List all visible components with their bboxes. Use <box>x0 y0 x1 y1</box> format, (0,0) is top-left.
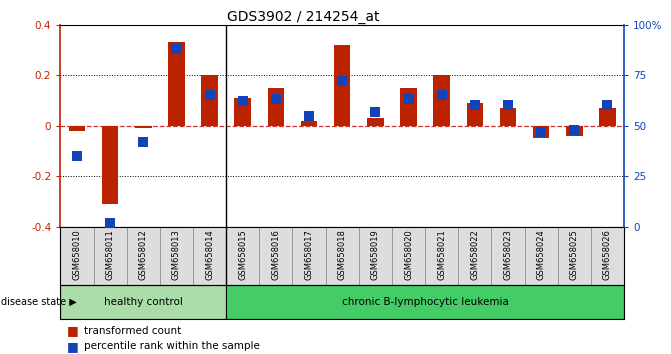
Point <box>503 103 513 108</box>
Text: disease state ▶: disease state ▶ <box>1 297 77 307</box>
Text: GSM658026: GSM658026 <box>603 229 612 280</box>
Bar <box>93 227 127 285</box>
Text: ■: ■ <box>67 340 79 353</box>
Bar <box>68 126 85 131</box>
Point <box>436 93 447 98</box>
Text: GSM658025: GSM658025 <box>570 229 579 280</box>
Text: GSM658016: GSM658016 <box>271 229 280 280</box>
Bar <box>334 45 350 126</box>
Text: GSM658017: GSM658017 <box>305 229 313 280</box>
Text: healthy control: healthy control <box>104 297 183 307</box>
Point <box>238 99 248 104</box>
Bar <box>102 126 118 204</box>
Bar <box>558 227 591 285</box>
Bar <box>201 75 218 126</box>
Bar <box>466 103 483 126</box>
Bar <box>301 121 317 126</box>
Text: GSM658023: GSM658023 <box>503 229 513 280</box>
Text: ■: ■ <box>67 325 79 337</box>
Bar <box>60 227 93 285</box>
Bar <box>193 227 226 285</box>
Bar <box>566 126 582 136</box>
Text: chronic B-lymphocytic leukemia: chronic B-lymphocytic leukemia <box>342 297 509 307</box>
Text: GSM658018: GSM658018 <box>338 229 347 280</box>
Text: GSM658013: GSM658013 <box>172 229 181 280</box>
Bar <box>135 126 152 128</box>
Text: percentile rank within the sample: percentile rank within the sample <box>84 341 260 351</box>
Bar <box>533 126 550 138</box>
Bar <box>259 227 293 285</box>
Text: GSM658019: GSM658019 <box>371 229 380 280</box>
Bar <box>293 227 325 285</box>
Text: GSM658012: GSM658012 <box>139 229 148 280</box>
Text: GSM658020: GSM658020 <box>404 229 413 280</box>
Bar <box>226 285 624 319</box>
Bar <box>500 108 516 126</box>
Bar <box>268 88 285 126</box>
Bar <box>491 227 525 285</box>
Bar <box>359 227 392 285</box>
Bar <box>433 75 450 126</box>
Bar <box>234 98 251 126</box>
Point <box>470 103 480 108</box>
Point <box>171 46 182 52</box>
Text: GSM658010: GSM658010 <box>72 229 81 280</box>
Bar <box>168 42 185 126</box>
Point <box>370 109 380 114</box>
Point <box>337 79 348 84</box>
Point <box>72 153 83 159</box>
Bar <box>591 227 624 285</box>
Text: GSM658014: GSM658014 <box>205 229 214 280</box>
Text: transformed count: transformed count <box>84 326 181 336</box>
Bar <box>425 227 458 285</box>
Bar <box>367 118 384 126</box>
Bar <box>392 227 425 285</box>
Bar <box>60 285 226 319</box>
Text: GSM658024: GSM658024 <box>537 229 546 280</box>
Text: GSM658021: GSM658021 <box>437 229 446 280</box>
Point <box>569 127 580 132</box>
Text: GSM658022: GSM658022 <box>470 229 479 280</box>
Point <box>403 97 414 102</box>
Point <box>602 103 613 108</box>
Bar <box>127 227 160 285</box>
Point <box>535 129 546 135</box>
Bar <box>226 227 259 285</box>
Text: GSM658015: GSM658015 <box>238 229 247 280</box>
Bar <box>400 88 417 126</box>
Point <box>138 139 149 145</box>
Bar <box>160 227 193 285</box>
Text: GSM658011: GSM658011 <box>105 229 115 280</box>
Bar <box>525 227 558 285</box>
Point <box>105 220 115 225</box>
Point <box>204 93 215 98</box>
Bar <box>458 227 491 285</box>
Title: GDS3902 / 214254_at: GDS3902 / 214254_at <box>227 10 379 24</box>
Bar <box>599 108 616 126</box>
Point <box>270 97 281 102</box>
Point <box>304 113 315 118</box>
Bar <box>325 227 359 285</box>
